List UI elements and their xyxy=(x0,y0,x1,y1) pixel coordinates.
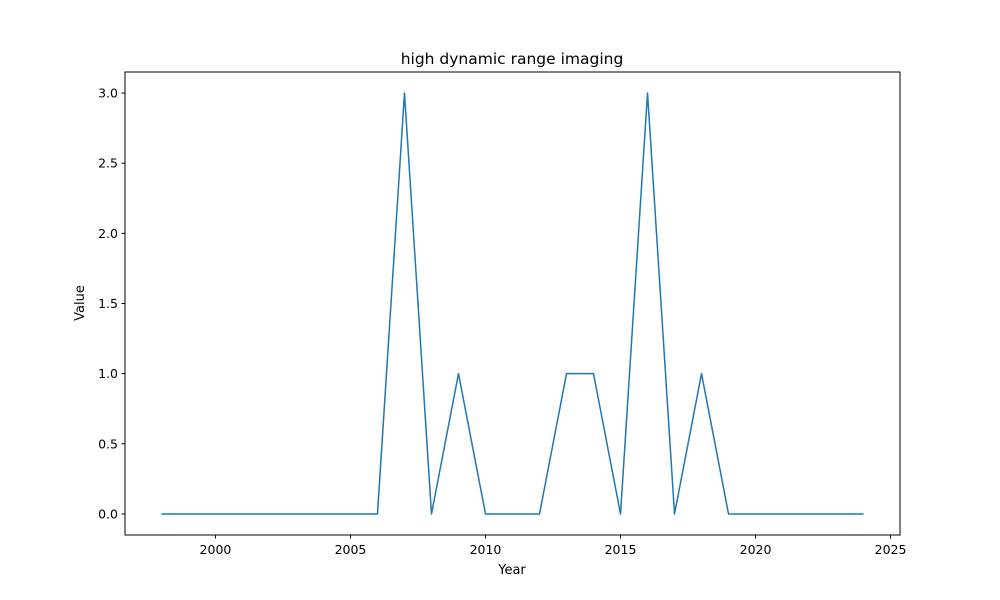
y-tick-label: 1.5 xyxy=(98,296,118,311)
y-tick-label: 3.0 xyxy=(98,86,118,101)
y-tick-label: 2.5 xyxy=(98,156,118,171)
y-tick-label: 2.0 xyxy=(98,226,118,241)
x-tick-label: 2010 xyxy=(470,542,502,557)
x-tick-label: 2020 xyxy=(740,542,772,557)
chart-title: high dynamic range imaging xyxy=(401,50,624,68)
series-line-0 xyxy=(161,92,864,515)
y-tick-label: 1.0 xyxy=(98,366,118,381)
series-layer xyxy=(161,92,864,515)
x-axis-ticks: 2000 2005 2010 2015 2020 2025 xyxy=(200,535,907,557)
y-axis-ticks: 0.0 0.5 1.0 1.5 2.0 2.5 3.0 xyxy=(98,86,125,521)
y-tick-label: 0.5 xyxy=(98,436,118,451)
plot-frame xyxy=(124,71,901,536)
x-axis-label: Year xyxy=(497,563,526,578)
x-tick-label: 2005 xyxy=(335,542,367,557)
y-tick-label: 0.0 xyxy=(98,506,118,521)
y-axis-label: Value xyxy=(73,285,88,321)
x-tick-label: 2015 xyxy=(605,542,637,557)
x-tick-label: 2025 xyxy=(875,542,907,557)
x-tick-label: 2000 xyxy=(200,542,232,557)
